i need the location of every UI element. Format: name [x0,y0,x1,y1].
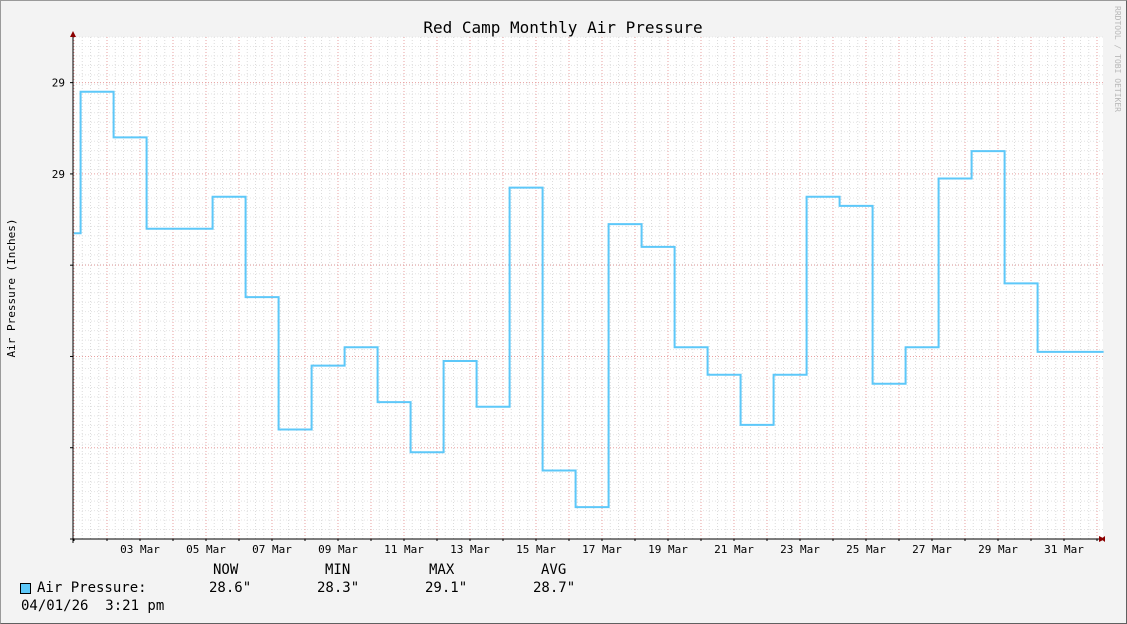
legend-header-max: MAX [429,562,455,578]
x-tick-labels: 03 Mar 05 Mar 07 Mar 09 Mar 11 Mar 13 Mar 15 M… [120,543,1084,556]
x-tick-label: 17 Mar [582,543,622,556]
x-tick-label: 19 Mar [648,543,688,556]
x-tick-label: 05 Mar [186,543,226,556]
legend-value-max: 29.1" [425,580,468,596]
x-tick-label: 25 Mar [846,543,886,556]
x-tick-label: 09 Mar [318,543,358,556]
y-tick-labels: 29 29 [52,77,65,181]
x-axis-arrow [1099,536,1105,542]
legend-value-min: 28.3" [317,580,360,596]
chart-title: Red Camp Monthly Air Pressure [423,18,702,37]
legend-header-min: MIN [325,562,351,578]
x-tick-label: 13 Mar [450,543,490,556]
y-tick-label: 29 [52,168,65,181]
legend-color-swatch [20,583,31,594]
series-line-air-pressure [74,90,1104,509]
legend-timestamp: 04/01/26 3:21 pm [21,598,165,614]
axes [70,31,1105,543]
x-tick-label: 21 Mar [714,543,754,556]
y-tick-label: 29 [52,77,65,90]
legend-value-now: 28.6" [209,580,252,596]
y-axis-arrow [70,31,76,37]
x-tick-label: 27 Mar [912,543,952,556]
x-tick-label: 11 Mar [384,543,424,556]
series-group [74,90,1104,509]
x-tick-label: 07 Mar [252,543,292,556]
x-tick-label: 23 Mar [780,543,820,556]
legend-value-avg: 28.7" [533,580,576,596]
x-tick-label: 29 Mar [978,543,1018,556]
legend-header-now: NOW [213,562,239,578]
rrdtool-watermark: RRDTOOL / TOBI OETIKER [1113,6,1122,112]
legend-header-avg: AVG [541,562,567,578]
x-tick-label: 03 Mar [120,543,160,556]
x-tick-label: 31 Mar [1044,543,1084,556]
x-tick-label: 15 Mar [516,543,556,556]
legend-series-label: Air Pressure: [37,580,147,596]
y-axis-label: Air Pressure (Inches) [5,218,18,357]
